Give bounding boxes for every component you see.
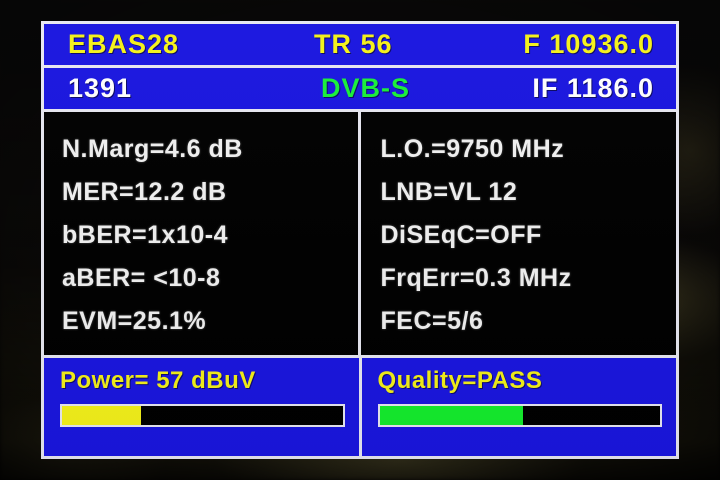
measurement-local-oscillator: L.O.=9750 MHz — [380, 135, 565, 163]
measurement-evm: EVM=25.1% — [62, 307, 207, 335]
satellite-name-label: EBAS28 — [68, 29, 180, 59]
measurement-mer: MER=12.2 dB — [62, 178, 227, 206]
transponder-label: TR 56 — [314, 29, 393, 59]
measurements-column-left: N.Marg=4.6 dB MER=12.2 dB bBER=1x10-4 aB… — [44, 112, 358, 355]
measurements-area: N.Marg=4.6 dB MER=12.2 dB bBER=1x10-4 aB… — [44, 112, 676, 355]
measurement-noise-margin: N.Marg=4.6 dB — [62, 135, 243, 163]
measurement-diseqc: DiSEqC=OFF — [380, 221, 542, 249]
frequency-label: F 10936.0 — [523, 29, 654, 59]
quality-meter-fill — [379, 406, 523, 425]
header-row-primary: EBAS28 TR 56 F 10936.0 — [44, 24, 676, 68]
measurements-column-right: L.O.=9750 MHz LNB=VL 12 DiSEqC=OFF FrqEr… — [357, 112, 677, 355]
meters-area: Power= 57 dBuV Quality=PASS — [44, 355, 676, 456]
quality-meter-label: Quality=PASS — [377, 367, 543, 394]
quality-meter-bar — [377, 404, 662, 427]
quality-meter: Quality=PASS — [358, 358, 677, 456]
osd-panel: EBAS28 TR 56 F 10936.0 1391 DVB-S IF 118… — [41, 21, 679, 459]
power-meter-label: Power= 57 dBuV — [60, 367, 256, 394]
power-meter: Power= 57 dBuV — [44, 358, 359, 456]
symbol-rate-label: 1391 — [68, 73, 133, 103]
if-frequency-label: IF 1186.0 — [532, 73, 654, 103]
power-meter-fill — [62, 406, 141, 425]
measurement-fec: FEC=5/6 — [380, 307, 484, 335]
measurement-lnb: LNB=VL 12 — [380, 178, 518, 206]
power-meter-bar — [60, 404, 345, 427]
measurement-bber: bBER=1x10-4 — [62, 221, 228, 249]
header-row-secondary: 1391 DVB-S IF 1186.0 — [44, 68, 676, 112]
modulation-system-label: DVB-S — [321, 73, 411, 103]
measurement-frequency-error: FrqErr=0.3 MHz — [380, 264, 572, 292]
measurement-aber: aBER= <10-8 — [62, 264, 221, 292]
